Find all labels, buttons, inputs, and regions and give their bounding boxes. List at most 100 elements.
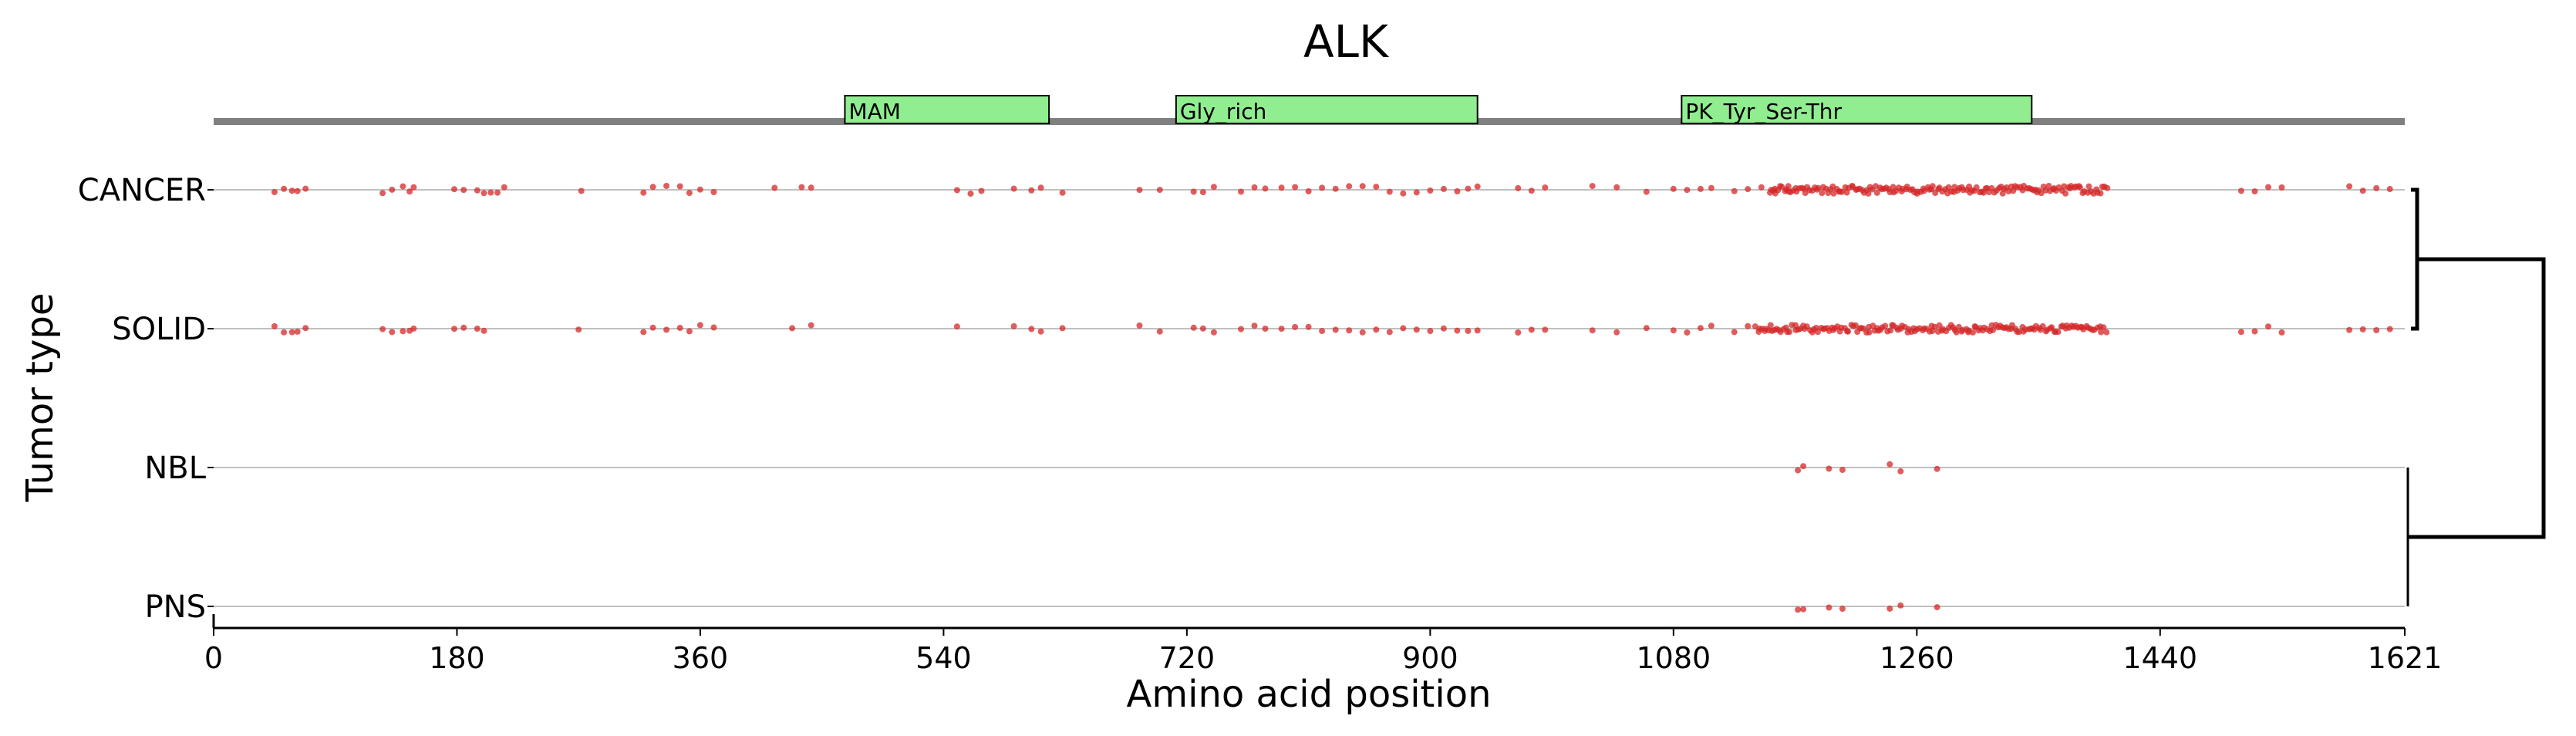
point-1-234 xyxy=(2100,324,2107,331)
point-1-89 xyxy=(1786,329,1793,336)
domain-box-2 xyxy=(1681,95,2033,124)
point-1-22 xyxy=(789,325,796,332)
domain-box-1 xyxy=(1175,95,1479,124)
point-1-1 xyxy=(281,329,288,336)
point-0-7 xyxy=(400,183,406,190)
point-0-38 xyxy=(1199,189,1206,196)
row-label-1: SOLID xyxy=(112,312,206,347)
point-0-68 xyxy=(1708,184,1715,191)
point-0-31 xyxy=(1010,185,1017,192)
point-1-12 xyxy=(474,326,480,332)
series-2 xyxy=(1795,461,1940,474)
point-1-50 xyxy=(1454,327,1461,334)
point-1-51 xyxy=(1465,327,1472,334)
point-0-76 xyxy=(2265,184,2271,191)
x-axis-label: Amino acid position xyxy=(1127,673,1492,716)
point-1-34 xyxy=(1238,326,1244,333)
point-1-45 xyxy=(1386,329,1393,336)
point-1-31 xyxy=(1190,324,1197,331)
point-1-69 xyxy=(2346,326,2353,333)
point-1-119 xyxy=(1852,322,1859,329)
dendrogram xyxy=(2406,187,2546,606)
point-1-70 xyxy=(2359,326,2366,333)
point-0-6 xyxy=(389,186,396,193)
point-1-3 xyxy=(294,328,301,335)
point-0-24 xyxy=(710,189,717,195)
point-1-235 xyxy=(2103,329,2110,336)
point-1-80 xyxy=(1767,322,1774,329)
series-0 xyxy=(271,183,2393,197)
point-0-211 xyxy=(2045,183,2052,189)
point-0-158 xyxy=(1929,183,1936,190)
point-0-75 xyxy=(2251,188,2258,195)
point-0-230 xyxy=(2085,183,2092,190)
point-0-64 xyxy=(1643,188,1650,195)
point-0-21 xyxy=(676,183,683,190)
point-0-17 xyxy=(578,187,585,194)
row-label-3: PNS xyxy=(145,589,206,625)
point-1-173 xyxy=(1970,329,1976,336)
row-label-0: CANCER xyxy=(78,173,206,208)
point-0-56 xyxy=(1454,188,1461,194)
point-1-65 xyxy=(2237,329,2244,336)
domain-box-0 xyxy=(844,95,1050,124)
point-1-46 xyxy=(1400,325,1407,332)
point-1-11 xyxy=(460,324,467,331)
point-1-61 xyxy=(1697,325,1704,332)
point-1-55 xyxy=(1542,326,1549,333)
point-1-41 xyxy=(1332,326,1339,333)
y-axis-label: Tumor type xyxy=(19,293,62,503)
point-0-78 xyxy=(2346,183,2353,190)
point-0-57 xyxy=(1465,185,1472,192)
point-2-3 xyxy=(1839,467,1846,473)
point-1-156 xyxy=(1931,323,1938,330)
point-1-57 xyxy=(1613,329,1620,336)
point-0-49 xyxy=(1359,183,1366,190)
x-tick-label-9: 1621 xyxy=(2368,641,2443,675)
point-1-64 xyxy=(1745,322,1752,329)
point-1-49 xyxy=(1440,325,1447,332)
point-1-38 xyxy=(1292,323,1299,330)
point-0-77 xyxy=(2278,184,2285,191)
point-1-43 xyxy=(1359,329,1366,336)
point-0-226 xyxy=(2076,184,2083,191)
point-1-233 xyxy=(2098,329,2105,336)
point-0-3 xyxy=(294,187,301,194)
point-3-3 xyxy=(1839,606,1846,612)
point-1-33 xyxy=(1210,329,1217,336)
x-tick-label-7: 1260 xyxy=(1880,641,1954,675)
point-0-47 xyxy=(1332,185,1339,192)
point-0-32 xyxy=(1028,187,1035,194)
point-1-36 xyxy=(1262,326,1269,332)
point-1-19 xyxy=(686,328,693,335)
protein-domains: MAM Gly_rich PK_Tyr_Ser-Thr xyxy=(214,95,2405,125)
point-0-154 xyxy=(1920,187,1927,194)
point-3-2 xyxy=(1826,604,1833,611)
point-0-9 xyxy=(410,184,417,191)
point-0-36 xyxy=(1156,187,1163,194)
point-0-195 xyxy=(2010,187,2017,194)
dendro-root xyxy=(2408,257,2546,539)
point-0-51 xyxy=(1386,188,1393,195)
point-1-9 xyxy=(410,325,417,332)
x-tick-label-3: 540 xyxy=(915,641,972,675)
point-0-11 xyxy=(460,187,467,194)
point-1-42 xyxy=(1346,327,1353,334)
point-2-1 xyxy=(1800,463,1807,470)
x-tick-label-5: 900 xyxy=(1402,641,1458,675)
point-2-5 xyxy=(1897,468,1904,474)
point-0-61 xyxy=(1542,184,1549,191)
point-0-34 xyxy=(1059,189,1066,196)
tumor-rows: CANCER SOLID NBL PNS xyxy=(78,173,2405,625)
point-0-178 xyxy=(1973,184,1980,191)
point-0-118 xyxy=(1843,189,1850,196)
point-0-55 xyxy=(1440,185,1447,192)
point-1-26 xyxy=(1028,326,1035,333)
point-1-63 xyxy=(1731,329,1738,336)
point-1-10 xyxy=(451,326,457,333)
point-0-67 xyxy=(1697,185,1704,192)
x-tick-label-8: 1440 xyxy=(2123,641,2197,675)
point-1-17 xyxy=(663,326,670,333)
point-1-62 xyxy=(1708,322,1715,329)
point-0-29 xyxy=(967,191,974,197)
